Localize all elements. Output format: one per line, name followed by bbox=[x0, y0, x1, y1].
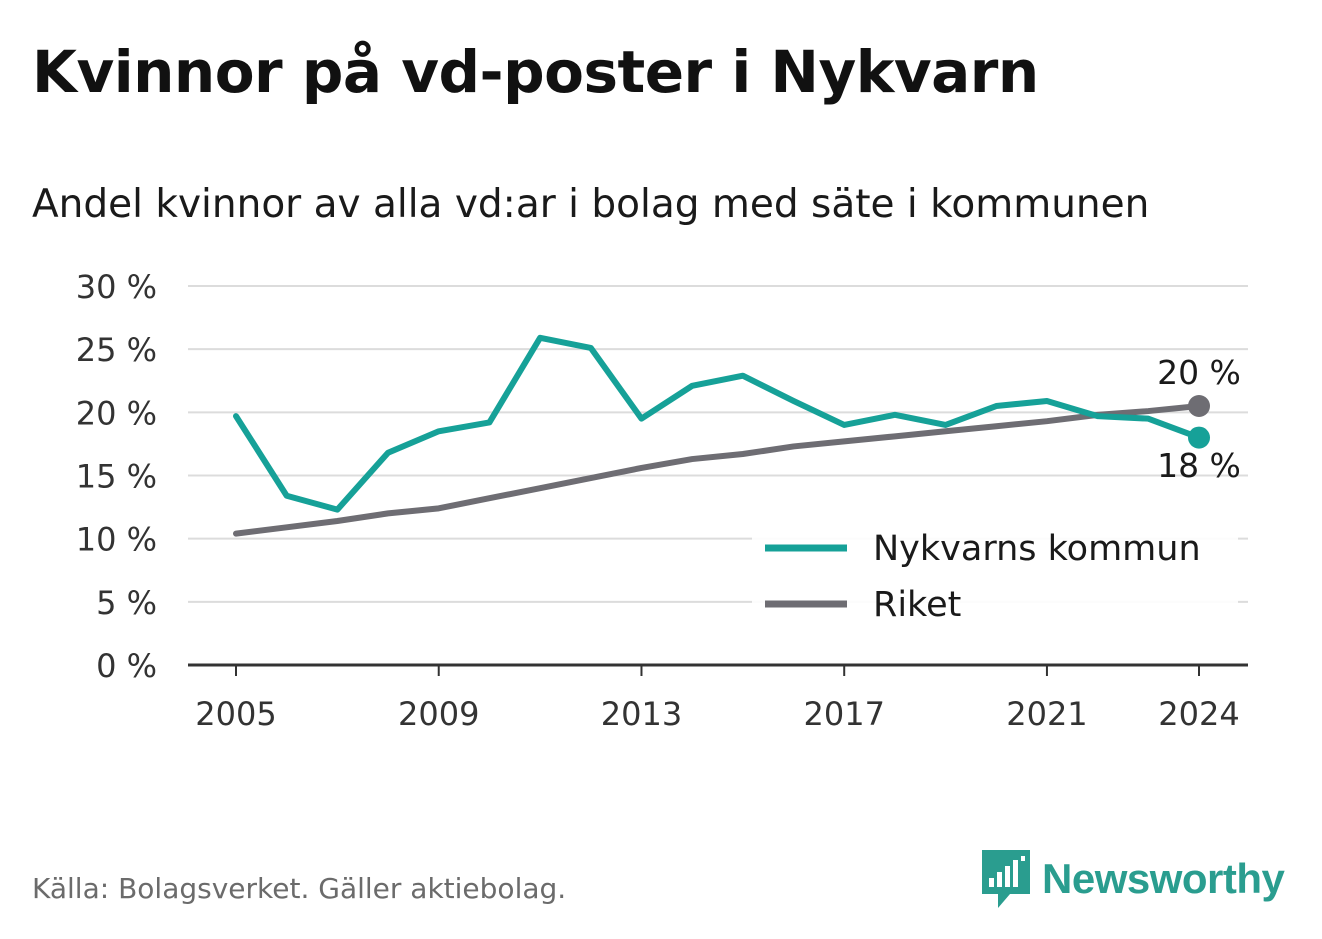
y-tick-label: 0 % bbox=[96, 647, 157, 685]
end-label-nykvarn: 18 % bbox=[1157, 446, 1241, 485]
brand-logo: Newsworthy bbox=[980, 848, 1285, 910]
x-tick-label: 2024 bbox=[1158, 695, 1239, 733]
series-line-nykvarn bbox=[233, 334, 1202, 513]
y-tick-label: 25 % bbox=[76, 331, 157, 369]
legend-label: Riket bbox=[873, 585, 961, 625]
gridlines bbox=[188, 285, 1248, 667]
chart-subtitle: Andel kvinnor av alla vd:ar i bolag med … bbox=[32, 182, 1150, 227]
y-tick-label: 10 % bbox=[76, 521, 157, 559]
y-tick-label: 5 % bbox=[96, 584, 157, 622]
x-axis-ticks: 2005 2009 2013 2017 2021 2024 bbox=[195, 665, 1240, 733]
legend: Nykvarns kommun Riket bbox=[752, 524, 1238, 628]
series-end-point bbox=[1188, 426, 1210, 449]
chart-title: Kvinnor på vd-poster i Nykvarn bbox=[32, 38, 1039, 106]
y-tick-label: 20 % bbox=[76, 394, 157, 432]
x-tick-label: 2021 bbox=[1006, 695, 1087, 733]
y-tick-label: 30 % bbox=[76, 268, 157, 306]
y-tick-label: 15 % bbox=[76, 458, 157, 496]
newsworthy-logo-icon bbox=[982, 850, 1030, 908]
y-axis-ticks: 0 % 5 % 10 % 15 % 20 % 25 % 30 % bbox=[76, 268, 157, 685]
series-end-point bbox=[1188, 395, 1210, 418]
end-label-riket: 20 % bbox=[1157, 353, 1241, 392]
x-tick-label: 2009 bbox=[398, 695, 479, 733]
x-tick-label: 2013 bbox=[601, 695, 682, 733]
brand-name: Newsworthy bbox=[1042, 855, 1285, 902]
source-note: Källa: Bolagsverket. Gäller aktiebolag. bbox=[32, 872, 567, 905]
x-tick-label: 2005 bbox=[195, 695, 276, 733]
series-line-riket bbox=[233, 403, 1202, 537]
x-tick-label: 2017 bbox=[803, 695, 884, 733]
series-lines: 18 % 20 % bbox=[233, 334, 1241, 537]
legend-label: Nykvarns kommun bbox=[873, 529, 1201, 569]
